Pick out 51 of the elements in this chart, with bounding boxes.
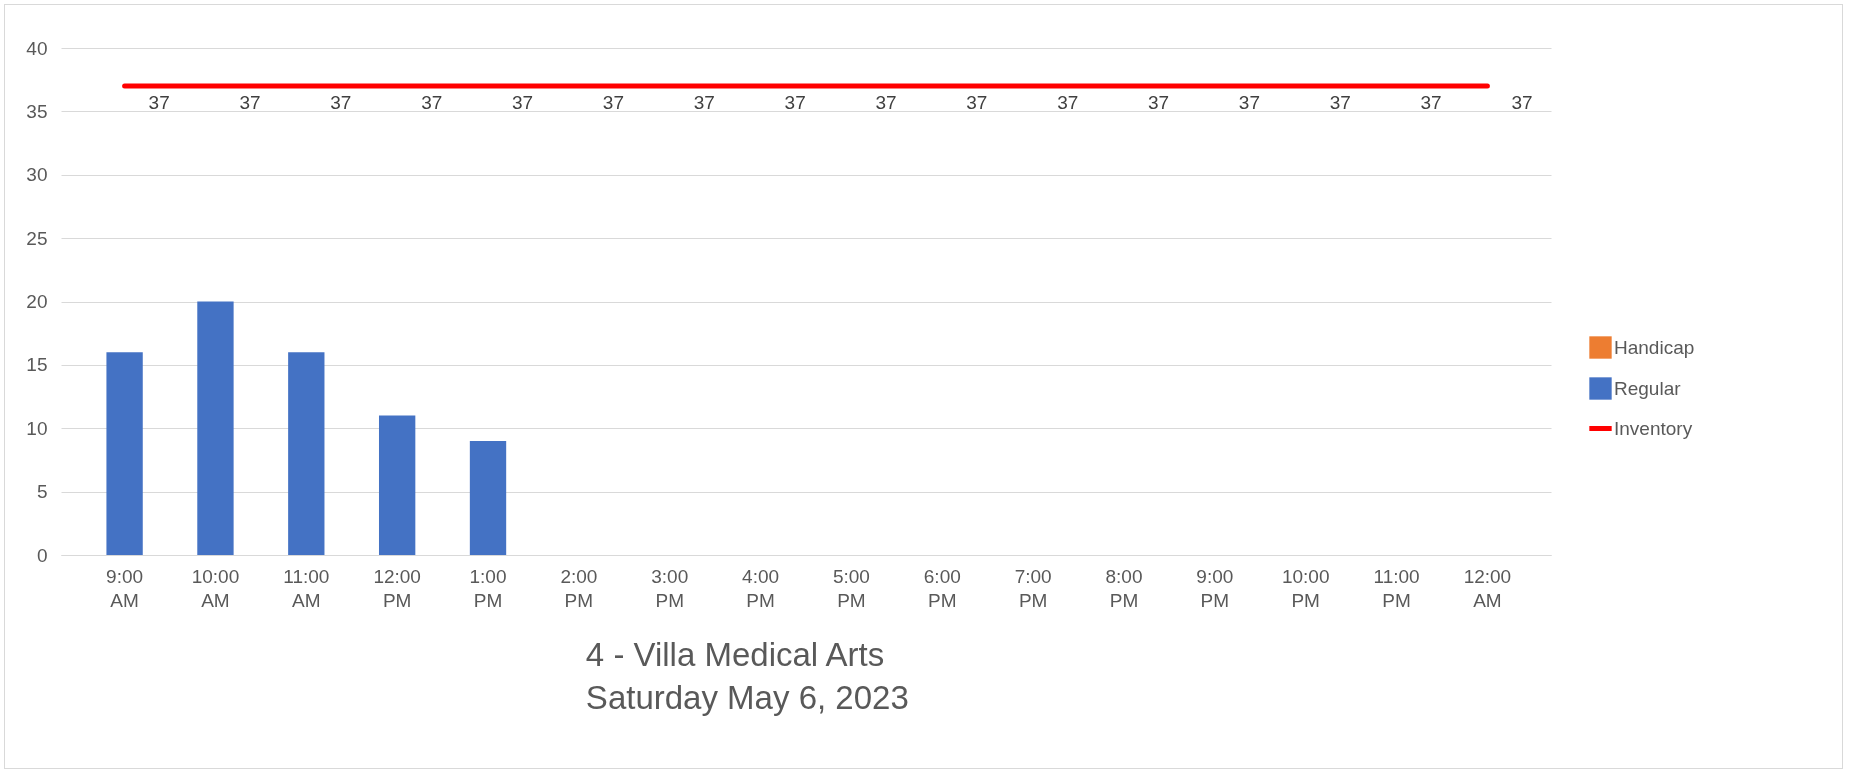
- x-tick-label: 11:00 AM: [283, 565, 330, 611]
- y-tick-label: 15: [26, 354, 48, 376]
- data-label: 37: [784, 92, 806, 114]
- data-label: 37: [966, 92, 988, 114]
- x-tick-label: 4:00 PM: [742, 565, 780, 611]
- x-tick-label: 9:00 AM: [106, 565, 144, 611]
- data-label: 37: [512, 92, 534, 114]
- bar: [288, 352, 325, 555]
- data-label: 37: [1057, 92, 1079, 114]
- x-tick-label: 12:00 AM: [1463, 565, 1512, 611]
- data-label: 37: [239, 92, 261, 114]
- x-tick-label: 12:00 PM: [373, 565, 421, 611]
- x-tick-label: 9:00 PM: [1196, 565, 1234, 611]
- text: 4 - Villa Medical Arts: [585, 636, 885, 673]
- x-tick-label: 3:00 PM: [651, 565, 689, 611]
- x-tick-label: 2:00 PM: [560, 565, 598, 611]
- data-label: 37: [330, 92, 352, 114]
- x-tick-label: 10:00 PM: [1281, 565, 1330, 611]
- data-label: 37: [693, 92, 715, 114]
- data-label: 37: [1420, 92, 1442, 114]
- x-tick-label: 8:00 PM: [1105, 565, 1143, 611]
- y-tick-label: 40: [26, 37, 48, 59]
- y-tick-label: 5: [36, 481, 48, 503]
- data-label: 37: [1511, 92, 1533, 114]
- legend-label: Handicap: [1614, 336, 1695, 358]
- x-tick-label: 11:00 PM: [1373, 565, 1420, 611]
- y-tick-label: 30: [26, 164, 48, 186]
- data-label: 37: [1147, 92, 1170, 114]
- data-label: 37: [875, 92, 897, 114]
- y-tick-label: 35: [26, 100, 48, 122]
- bar: [197, 301, 234, 555]
- x-tick-label: 10:00 AM: [191, 565, 240, 611]
- x-tick-label: 7:00 PM: [1014, 565, 1052, 611]
- data-label: 37: [421, 92, 443, 114]
- y-tick-label: 0: [36, 544, 48, 566]
- data-label: 37: [1238, 92, 1260, 114]
- legend-label: Inventory: [1614, 417, 1693, 439]
- bar: [106, 352, 143, 555]
- y-tick-label: 20: [26, 291, 48, 312]
- text: Saturday May 6, 2023: [585, 679, 909, 716]
- data-label: 37: [1329, 92, 1351, 114]
- data-label: 37: [602, 92, 625, 114]
- x-tick-label: 5:00 PM: [832, 565, 870, 611]
- bar: [469, 440, 507, 555]
- y-tick-label: 10: [26, 417, 48, 439]
- y-tick-label: 25: [26, 227, 48, 249]
- x-tick-label: 6:00 PM: [923, 565, 961, 611]
- data-label: 37: [148, 92, 170, 114]
- x-tick-label: 1:00 PM: [469, 565, 507, 611]
- bar: [378, 415, 416, 555]
- legend-label: Regular: [1614, 377, 1682, 399]
